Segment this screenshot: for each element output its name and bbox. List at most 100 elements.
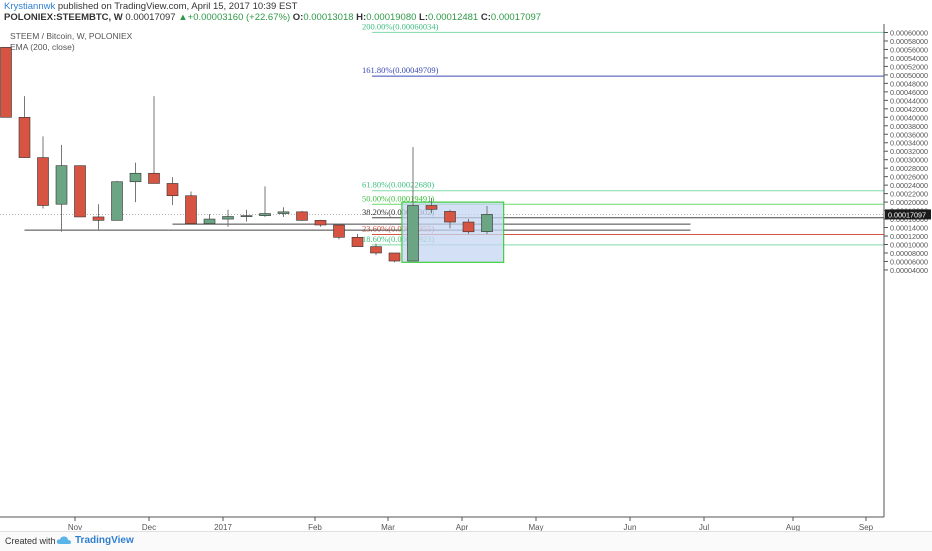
y-tick-label: 0.00040000 bbox=[890, 113, 928, 122]
x-tick-label: Sep bbox=[859, 523, 874, 531]
y-tick-label: 0.00048000 bbox=[890, 79, 928, 88]
candle-body bbox=[185, 195, 197, 225]
candle-body bbox=[222, 216, 234, 220]
created-with-text: Created with bbox=[5, 536, 56, 546]
x-tick-label: Feb bbox=[308, 523, 322, 531]
study-legend: STEEM / Bitcoin, W, POLONIEX EMA (200, c… bbox=[10, 31, 132, 53]
fib-level-label: 50.00%(0.00019491) bbox=[362, 193, 434, 203]
candle-body bbox=[388, 252, 401, 262]
y-tick-label: 0.00054000 bbox=[890, 54, 928, 63]
close-label: C: bbox=[480, 12, 491, 23]
y-tick-label: 0.00020000 bbox=[890, 198, 928, 207]
ema-legend[interactable]: EMA (200, close) bbox=[10, 42, 75, 52]
candle-body bbox=[314, 220, 327, 226]
y-tick-label: 0.00014000 bbox=[890, 224, 928, 233]
x-tick-label: 2017 bbox=[214, 523, 232, 531]
x-tick-label: Jul bbox=[699, 523, 709, 531]
y-tick-label: 0.00026000 bbox=[890, 173, 928, 182]
candle-body bbox=[462, 221, 475, 233]
y-tick-label: 0.00046000 bbox=[890, 88, 928, 97]
y-tick-label: 0.00038000 bbox=[890, 122, 928, 131]
candle-body bbox=[370, 246, 382, 254]
candle-body bbox=[18, 117, 31, 158]
fib-level-label: 61.80%(0.00022680) bbox=[362, 180, 434, 190]
close-value: 0.00017097 bbox=[490, 12, 542, 23]
fib-level-label: 200.00%(0.00060034) bbox=[362, 24, 439, 31]
x-tick-label: Dec bbox=[142, 523, 156, 531]
candle-body bbox=[129, 172, 142, 183]
change-up-icon: ▲ bbox=[178, 12, 188, 23]
candle-body bbox=[259, 213, 271, 216]
candle-body bbox=[203, 218, 216, 225]
publish-line: Krystiannwk published on TradingView.com… bbox=[4, 1, 297, 12]
candle-body bbox=[55, 165, 68, 205]
candle-body bbox=[92, 216, 105, 221]
footer: Created with TradingView bbox=[0, 531, 932, 551]
last-price-label: 0.00017097 bbox=[888, 210, 926, 219]
candle-body bbox=[111, 181, 123, 221]
fib-level-label: 23.60%(0.00012355) bbox=[362, 224, 434, 234]
published-text: published on TradingView.com, April 15, … bbox=[57, 1, 298, 12]
tradingview-brand: TradingView bbox=[75, 534, 134, 546]
candle-body bbox=[425, 205, 438, 210]
y-tick-label: 0.00012000 bbox=[890, 232, 928, 241]
candle-body bbox=[166, 183, 179, 197]
y-tick-label: 0.00006000 bbox=[890, 257, 928, 266]
fib-level-label: 38.20%(0.00016302) bbox=[362, 207, 434, 217]
y-tick-label: 0.00028000 bbox=[890, 164, 928, 173]
high-label: H: bbox=[356, 12, 367, 23]
high-value: 0.00019080 bbox=[366, 12, 417, 23]
y-tick-label: 0.00016000 bbox=[890, 215, 928, 224]
candle-body bbox=[333, 224, 345, 238]
price-chart[interactable]: 200.00%(0.00060034) 161.80%(0.00049709) 61… bbox=[0, 24, 932, 531]
y-tick-label: 0.00036000 bbox=[890, 130, 928, 139]
y-tick-label: 0.00034000 bbox=[890, 139, 928, 148]
last-price-badge bbox=[885, 209, 931, 220]
y-tick-label: 0.00050000 bbox=[890, 71, 928, 80]
candle-body bbox=[444, 211, 456, 223]
x-tick-label: Apr bbox=[456, 523, 469, 531]
open-label: O: bbox=[292, 12, 304, 23]
low-value: 0.00012481 bbox=[428, 12, 479, 23]
ohlc-line: POLONIEX:STEEMBTC, W 0.00017097 ▲+0.0000… bbox=[4, 12, 541, 23]
y-tick-label: 0.00060000 bbox=[890, 29, 928, 38]
candle-body bbox=[296, 211, 308, 221]
y-tick-label: 0.00030000 bbox=[890, 156, 928, 165]
candle-body bbox=[148, 172, 160, 184]
y-tick-label: 0.00024000 bbox=[890, 181, 928, 190]
candles bbox=[0, 47, 493, 263]
y-tick-label: 0.00044000 bbox=[890, 96, 928, 105]
candle-body bbox=[74, 165, 86, 218]
fib-level-label: 18.60%(0.00009923) bbox=[362, 234, 434, 244]
chart-header: Krystiannwk published on TradingView.com… bbox=[0, 0, 932, 24]
x-tick-label: Aug bbox=[786, 523, 800, 531]
candle-body bbox=[277, 211, 290, 214]
fib-level-label: 161.80%(0.00049709) bbox=[362, 65, 439, 75]
change-value: +0.00003160 (+22.67%) bbox=[187, 12, 291, 23]
price-value: 0.00017097 bbox=[125, 12, 176, 23]
y-tick-label: 0.00058000 bbox=[890, 37, 928, 46]
candle-body bbox=[351, 236, 364, 247]
candle-body bbox=[0, 47, 12, 118]
symbol-label[interactable]: POLONIEX:STEEMBTC, W bbox=[4, 12, 123, 23]
low-label: L: bbox=[419, 12, 429, 23]
candle-body bbox=[481, 214, 493, 233]
y-tick-label: 0.00052000 bbox=[890, 62, 928, 71]
series-legend[interactable]: STEEM / Bitcoin, W, POLONIEX bbox=[10, 31, 133, 41]
candle-body bbox=[407, 205, 419, 262]
y-tick-label: 0.00056000 bbox=[890, 45, 928, 54]
x-tick-label: Nov bbox=[68, 523, 82, 531]
y-tick-label: 0.00008000 bbox=[890, 249, 928, 258]
author-link[interactable]: Krystiannwk bbox=[4, 1, 56, 12]
tradingview-logo[interactable]: TradingView bbox=[56, 534, 134, 546]
y-tick-label: 0.00032000 bbox=[890, 147, 928, 156]
y-tick-label: 0.00004000 bbox=[890, 266, 928, 275]
y-tick-label: 0.00022000 bbox=[890, 190, 928, 199]
x-tick-label: May bbox=[528, 523, 543, 531]
candle-body bbox=[37, 157, 49, 206]
tradingview-cloud-icon bbox=[56, 536, 71, 544]
y-tick-label: 0.00042000 bbox=[890, 105, 928, 114]
x-tick-label: Mar bbox=[381, 523, 395, 531]
candle-body bbox=[240, 215, 253, 217]
y-tick-label: 0.00010000 bbox=[890, 241, 928, 250]
